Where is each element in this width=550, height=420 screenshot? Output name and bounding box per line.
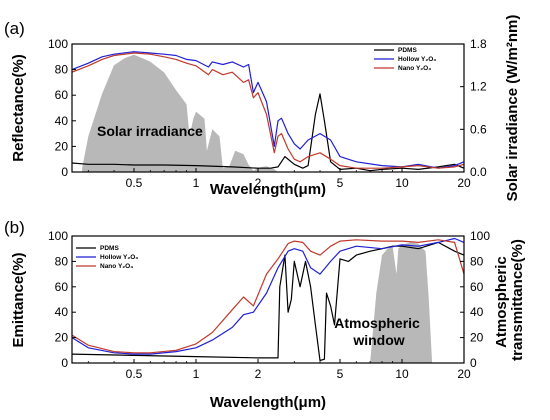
panel-b-y-tick-label: 0: [61, 356, 68, 370]
panel-b-y-tick-label: 40: [55, 305, 69, 319]
panel-a-fill-area: [82, 54, 278, 173]
panel-a-y-tick-label: 60: [55, 88, 69, 102]
panel-b-x-tick-label: 20: [457, 367, 471, 381]
panel-a-legend-hollow-label: Hollow Y₂O₃: [398, 56, 436, 63]
panel-b-y-tick-label: 20: [55, 331, 69, 345]
panel-a-x-tick-label: 20: [457, 176, 471, 190]
solar-irradiance-fill: [82, 54, 278, 173]
atmospheric-window-annotation-line1: Atmospheric: [334, 315, 420, 331]
panel-a-y2-tick-label: 0.6: [470, 122, 487, 136]
panel-a-x-tick-label: 2: [255, 176, 262, 190]
atmospheric-transmittance-fill: [370, 242, 433, 363]
panel-a-hollow-line: [71, 51, 465, 169]
panel-a-y2-tick-label: 0.0: [470, 165, 487, 179]
panel-a-x-tick-label: 1: [193, 176, 200, 190]
panel-b-label: (b): [4, 218, 25, 237]
panel-a-nano-line: [71, 52, 465, 169]
panel-b-y-tick-label: 60: [55, 280, 69, 294]
panel-b-y-axis-title: Emittance(%): [10, 252, 27, 347]
panel-a-y-tick-label: 80: [55, 63, 69, 77]
panel-b-y2-tick-label: 40: [470, 305, 484, 319]
panel-a-pdms-line: [71, 93, 465, 172]
panel-b-y2-axis-title: Atmospheric transmittance(%): [493, 239, 526, 361]
panel-a-y2-ticks: 0.0 0.6 1.2 1.8: [460, 37, 487, 179]
panel-b-y2-tick-label: 100: [470, 229, 490, 243]
panel-b-x-tick-label: 1: [193, 367, 200, 381]
panel-a-series: [71, 51, 465, 172]
panel-a-x-tick-label: 5: [337, 176, 344, 190]
panel-b-legend-nano-label: Nano Y₂O₃: [100, 263, 133, 270]
panel-a-y2-tick-label: 1.2: [470, 80, 487, 94]
panel-a-x-tick-label: 0.5: [126, 176, 143, 190]
panel-b-series: [71, 237, 465, 362]
panel-a-legend: PDMS Hollow Y₂O₃ Nano Y₂O₃: [374, 47, 436, 72]
panel-a-y2-axis-title: Solar irradiance (W/m²nm): [504, 15, 521, 202]
panel-a-y-axis-title: Reflectance(%): [10, 54, 27, 162]
panel-b-y2-axis-title-line1: Atmospheric: [493, 256, 510, 348]
panel-b-x-ticks: 0.5 1 2 5 10 20: [87, 359, 471, 381]
panel-b-x-tick-label: 2: [255, 367, 262, 381]
panel-a-legend-nano-label: Nano Y₂O₃: [398, 65, 431, 72]
panel-a-y2-tick-label: 1.8: [470, 37, 487, 51]
panel-b-y2-tick-label: 20: [470, 331, 484, 345]
panel-a-y-tick-label: 20: [55, 139, 69, 153]
panel-b-x-axis-title: Wavelength(μm): [210, 394, 326, 411]
panel-b-x-tick-label: 10: [395, 367, 409, 381]
panel-b-legend: PDMS Hollow Y₂O₃ Nano Y₂O₃: [76, 245, 138, 270]
panel-b-y2-tick-label: 80: [470, 254, 484, 268]
panel-a-y-ticks: 0 20 40 60 80 100: [48, 37, 76, 179]
panel-a-y-tick-label: 0: [61, 165, 68, 179]
panel-b-y-ticks: 0 20 40 60 80 100: [48, 229, 76, 370]
panel-b-y-tick-label: 100: [48, 229, 68, 243]
panel-b-y2-tick-label: 60: [470, 280, 484, 294]
panel-b-nano-line: [71, 239, 465, 354]
panel-a-x-ticks: 0.5 1 2 5 10 20: [87, 168, 471, 190]
panel-a-x-axis-title: Wavelength(μm): [210, 181, 326, 198]
panel-a-legend-pdms-label: PDMS: [398, 47, 417, 54]
panel-a-y-tick-label: 100: [48, 37, 68, 51]
panel-a-label: (a): [4, 19, 25, 38]
panel-b-fill-area: [370, 242, 433, 363]
panel-b-x-tick-label: 0.5: [126, 367, 143, 381]
panel-a-x-tick-label: 10: [395, 176, 409, 190]
panel-b-x-tick-label: 5: [337, 367, 344, 381]
panel-b-y2-ticks: 0 20 40 60 80 100: [460, 229, 490, 370]
panel-b-y2-tick-label: 0: [470, 356, 477, 370]
panel-b-legend-pdms-label: PDMS: [100, 245, 119, 252]
panel-a: (a) 0.5 1 2 5 10 20 0 20 40 60 80 100 0.0 0.6 1.2 1.8…: [4, 15, 521, 202]
panel-a-plot-frame: [71, 43, 465, 173]
solar-irradiance-annotation: Solar irradiance: [97, 123, 203, 139]
panel-b-plot-frame: [71, 235, 465, 364]
panel-a-y-tick-label: 40: [55, 114, 69, 128]
panel-b-y-tick-label: 80: [55, 254, 69, 268]
panel-b-y2-axis-title-line2: transmittance(%): [509, 239, 526, 361]
atmospheric-window-annotation-line2: window: [352, 332, 404, 348]
panel-b-hollow-line: [71, 237, 465, 355]
atmospheric-window-annotation: Atmospheric window: [334, 315, 423, 348]
panel-b-legend-hollow-label: Hollow Y₂O₃: [100, 254, 138, 261]
